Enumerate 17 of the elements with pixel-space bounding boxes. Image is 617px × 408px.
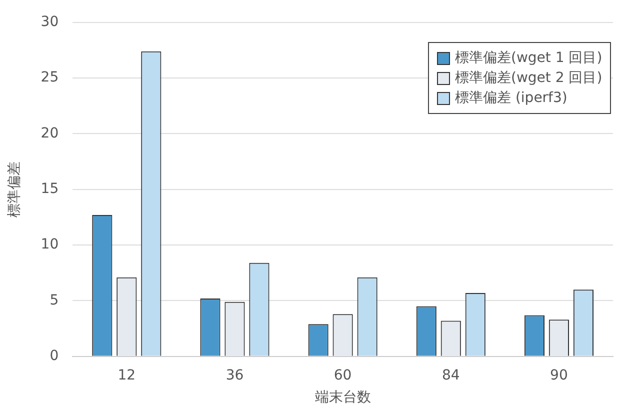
y-tick-label: 30 [40, 14, 59, 30]
x-axis-title: 端末台数 [314, 388, 371, 404]
legend-label: 標準偏差(wget 2 回目) [455, 69, 602, 88]
y-tick-label: 5 [50, 292, 59, 308]
y-tick-label: 25 [40, 70, 59, 86]
y-tick-label: 15 [40, 181, 59, 198]
x-tick-label: 90 [550, 367, 568, 384]
x-tick-label: 60 [334, 367, 352, 384]
x-tick-label: 36 [226, 367, 244, 384]
y-tick-label: 10 [40, 236, 59, 253]
y-axis-title: 標準偏差 [5, 161, 22, 218]
y-tick-label: 0 [50, 348, 59, 364]
x-tick-label: 84 [442, 367, 460, 384]
y-tick-label: 20 [40, 125, 59, 142]
legend-label: 標準偏差 (iperf3) [455, 89, 568, 108]
legend-label: 標準偏差(wget 1 回目) [455, 49, 602, 68]
x-tick-label: 12 [118, 367, 136, 384]
